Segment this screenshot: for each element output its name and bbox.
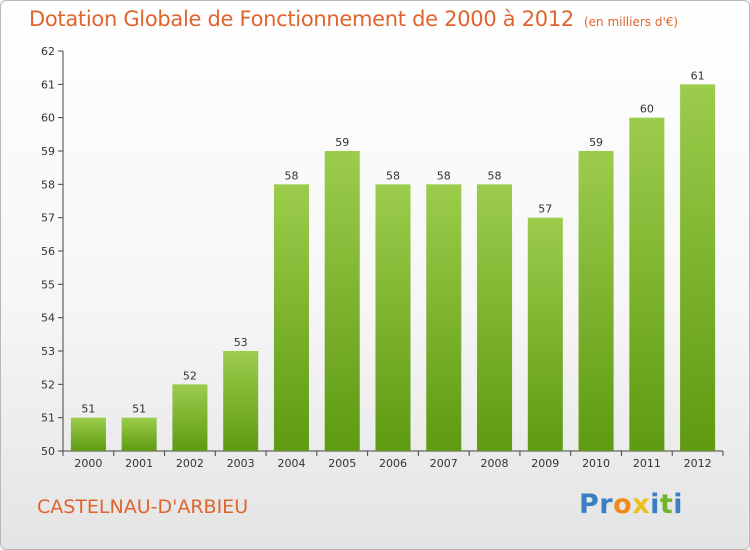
x-tick-label-2004: 2004: [277, 457, 305, 470]
y-tick-label: 53: [41, 345, 55, 358]
bar-2010: [578, 151, 614, 451]
data-label-2009: 57: [538, 203, 552, 216]
data-label-2010: 59: [589, 136, 603, 149]
y-tick-label: 50: [41, 445, 55, 458]
y-tick-label: 58: [41, 178, 55, 191]
y-tick-label: 52: [41, 378, 55, 391]
logo-letter: i: [650, 489, 660, 520]
logo-letter: t: [659, 489, 674, 520]
x-tick-label-2009: 2009: [531, 457, 559, 470]
y-tick-label: 54: [41, 312, 55, 325]
chart-title-text: Dotation Globale de Fonctionnement de 20…: [29, 7, 574, 31]
x-tick-label-2006: 2006: [379, 457, 407, 470]
city-name: CASTELNAU-D'ARBIEU: [37, 496, 249, 518]
logo-letter: r: [599, 489, 614, 520]
x-tick-label-2003: 2003: [227, 457, 255, 470]
bar-2012: [680, 84, 716, 451]
data-label-2012: 61: [691, 69, 705, 82]
logo-letter: P: [579, 489, 600, 520]
y-tick-label: 56: [41, 245, 55, 258]
x-tick-label-2000: 2000: [74, 457, 102, 470]
bar-2007: [426, 184, 462, 452]
bar-2000: [70, 417, 106, 451]
bar-2008: [477, 184, 513, 452]
data-label-2011: 60: [640, 103, 654, 116]
data-label-2003: 53: [234, 336, 248, 349]
data-label-2001: 51: [132, 403, 146, 416]
y-tick-label: 55: [41, 278, 55, 291]
y-tick-label: 62: [41, 45, 55, 58]
logo-letter: o: [613, 489, 633, 520]
data-label-2004: 58: [284, 169, 298, 182]
x-tick-label-2011: 2011: [633, 457, 661, 470]
data-label-2005: 59: [335, 136, 349, 149]
x-tick-label-2008: 2008: [481, 457, 509, 470]
y-tick-label: 59: [41, 145, 55, 158]
bar-2009: [527, 217, 563, 451]
y-tick-label: 57: [41, 212, 55, 225]
data-label-2000: 51: [81, 403, 95, 416]
x-tick-label-2005: 2005: [328, 457, 356, 470]
bar-2011: [629, 117, 665, 452]
y-tick-label: 51: [41, 412, 55, 425]
bar-2002: [172, 384, 208, 451]
bar-2001: [121, 417, 157, 451]
chart-title: Dotation Globale de Fonctionnement de 20…: [29, 7, 678, 31]
y-tick-label: 61: [41, 78, 55, 91]
proxiti-logo: Proxiti: [579, 489, 683, 520]
x-tick-label-2002: 2002: [176, 457, 204, 470]
bar-2004: [273, 184, 309, 452]
chart-axes: 50 51 52 53 54 55 56 57 58 59 60 61 62 2000 2001 2002 20…: [41, 45, 724, 470]
bar-2003: [223, 351, 259, 451]
logo-letter: x: [632, 489, 651, 520]
data-label-2006: 58: [386, 169, 400, 182]
logo-letter: i: [673, 489, 684, 520]
x-tick-label-2001: 2001: [125, 457, 153, 470]
data-label-2002: 52: [183, 369, 197, 382]
chart-subtitle: (en milliers d'€): [583, 15, 679, 29]
bar-2005: [324, 151, 360, 451]
y-tick-label: 60: [41, 112, 55, 125]
x-tick-label-2010: 2010: [582, 457, 610, 470]
chart-bars: 51 51 52 53 58 59 58 58 58 57 59 60 61: [70, 69, 716, 452]
data-label-2007: 58: [437, 169, 451, 182]
x-tick-label-2007: 2007: [430, 457, 458, 470]
data-label-2008: 58: [488, 169, 502, 182]
x-tick-label-2012: 2012: [684, 457, 712, 470]
bar-2006: [375, 184, 411, 452]
